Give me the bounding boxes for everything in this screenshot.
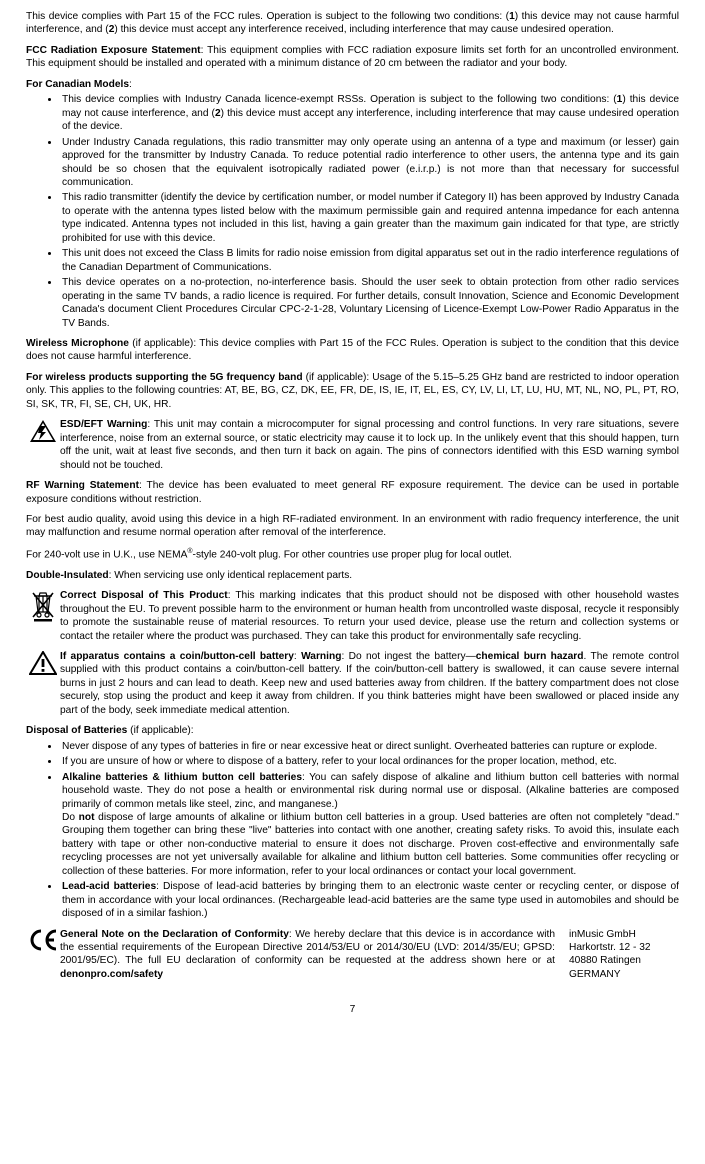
company-address: inMusic GmbH Harkortstr. 12 - 32 40880 R… <box>569 928 679 982</box>
batteries-list: Never dispose of any types of batteries … <box>26 740 679 921</box>
esd-text: ESD/EFT Warning: This unit may contain a… <box>60 418 679 472</box>
batt-item-2: If you are unsure of how or where to dis… <box>60 755 679 768</box>
canadian-title: For Canadian Models: <box>26 78 679 91</box>
weee-icon <box>26 589 60 622</box>
coin-text: If apparatus contains a coin/button-cell… <box>60 650 679 717</box>
page: This device complies with Part 15 of the… <box>0 0 705 1164</box>
coin-row: If apparatus contains a coin/button-cell… <box>26 650 679 717</box>
fcc-part15: This device complies with Part 15 of the… <box>26 10 679 37</box>
conformity-row: General Note on the Declaration of Confo… <box>26 928 679 982</box>
canadian-list: This device complies with Industry Canad… <box>26 93 679 330</box>
volt-note: For 240-volt use in U.K., use NEMA®-styl… <box>26 547 679 562</box>
esd-icon <box>26 418 60 443</box>
ce-icon <box>26 928 60 951</box>
batt-item-3: Alkaline batteries & lithium button cell… <box>60 771 679 879</box>
five-g-band: For wireless products supporting the 5G … <box>26 371 679 411</box>
disposal-row: Correct Disposal of This Product: This m… <box>26 589 679 643</box>
page-number: 7 <box>26 1003 679 1016</box>
batt-item-1: Never dispose of any types of batteries … <box>60 740 679 753</box>
batt-item-4: Lead-acid batteries: Dispose of lead-aci… <box>60 880 679 920</box>
conformity-text: General Note on the Declaration of Confo… <box>60 928 569 982</box>
disposal-text: Correct Disposal of This Product: This m… <box>60 589 679 643</box>
audio-quality: For best audio quality, avoid using this… <box>26 513 679 540</box>
canadian-item-1: This device complies with Industry Canad… <box>60 93 679 133</box>
double-insulated: Double-Insulated: When servicing use onl… <box>26 569 679 582</box>
esd-row: ESD/EFT Warning: This unit may contain a… <box>26 418 679 472</box>
canadian-item-5: This device operates on a no-protection,… <box>60 276 679 330</box>
canadian-item-4: This unit does not exceed the Class B li… <box>60 247 679 274</box>
canadian-item-3: This radio transmitter (identify the dev… <box>60 191 679 245</box>
canadian-item-2: Under Industry Canada regulations, this … <box>60 136 679 190</box>
warning-icon <box>26 650 60 675</box>
batteries-title: Disposal of Batteries (if applicable): <box>26 724 679 737</box>
fcc-radiation: FCC Radiation Exposure Statement: This e… <box>26 44 679 71</box>
rf-warning: RF Warning Statement: The device has bee… <box>26 479 679 506</box>
wireless-microphone: Wireless Microphone (if applicable): Thi… <box>26 337 679 364</box>
